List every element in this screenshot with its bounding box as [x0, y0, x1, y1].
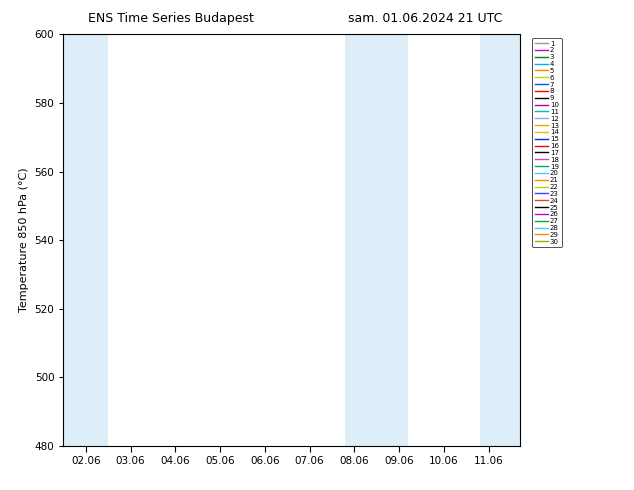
Bar: [63, 34, 108, 446]
Bar: [479, 34, 520, 446]
Text: sam. 01.06.2024 21 UTC: sam. 01.06.2024 21 UTC: [347, 12, 502, 25]
Y-axis label: Temperature 850 hPa (°C): Temperature 850 hPa (°C): [19, 168, 29, 313]
Legend: 1, 2, 3, 4, 5, 6, 7, 8, 9, 10, 11, 12, 13, 14, 15, 16, 17, 18, 19, 20, 21, 22, 2: 1, 2, 3, 4, 5, 6, 7, 8, 9, 10, 11, 12, 1…: [533, 38, 562, 247]
Bar: [346, 34, 408, 446]
Text: ENS Time Series Budapest: ENS Time Series Budapest: [88, 12, 254, 25]
